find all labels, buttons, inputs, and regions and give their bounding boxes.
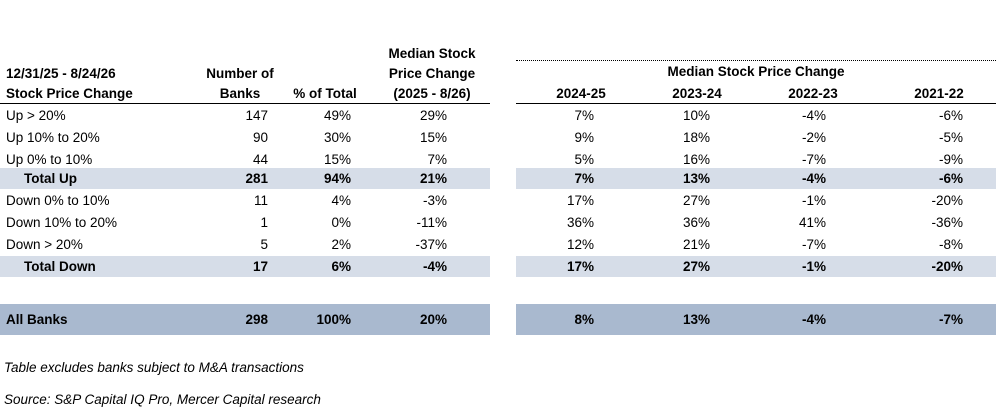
cell-pct-of-total: 30% — [323, 130, 351, 145]
header-year-2: 2023-24 — [672, 86, 722, 101]
cell-year-3: -1% — [801, 193, 826, 208]
header-rule-right — [516, 103, 996, 104]
cell-pct-of-total: 100% — [316, 312, 351, 327]
cell-year-2: 27% — [682, 193, 710, 208]
cell-number-of-banks: 147 — [245, 108, 268, 123]
cell-number-of-banks: 298 — [245, 312, 268, 327]
note-exclusion: Table excludes banks subject to M&A tran… — [4, 360, 304, 375]
row-label: Total Down — [24, 259, 96, 274]
row-label: All Banks — [6, 312, 68, 327]
row-label: Up 0% to 10% — [6, 152, 93, 167]
row-band-left — [0, 304, 490, 335]
cell-pct-of-total: 2% — [331, 237, 351, 252]
cell-year-3: -7% — [801, 237, 826, 252]
row-label: Down 0% to 10% — [6, 193, 110, 208]
header-median-line1: Median Stock — [388, 46, 476, 61]
cell-year-2: 16% — [682, 152, 710, 167]
cell-year-3: -4% — [801, 171, 826, 186]
cell-year-4: -36% — [931, 215, 963, 230]
cell-year-2: 13% — [682, 171, 710, 186]
cell-year-2: 21% — [682, 237, 710, 252]
cell-median-change: 15% — [419, 130, 447, 145]
cell-number-of-banks: 1 — [260, 215, 268, 230]
header-rule-left — [0, 103, 490, 104]
header-banks-line1: Number of — [206, 66, 274, 81]
cell-number-of-banks: 17 — [252, 259, 268, 274]
group-title-dotted-rule — [516, 60, 996, 61]
header-period-line1: 12/31/25 - 8/24/26 — [6, 66, 116, 81]
cell-year-4: -8% — [938, 237, 963, 252]
cell-number-of-banks: 5 — [260, 237, 268, 252]
cell-median-change: 7% — [427, 152, 447, 167]
cell-year-1: 7% — [574, 171, 594, 186]
row-label: Up > 20% — [6, 108, 66, 123]
cell-median-change: 21% — [419, 171, 447, 186]
cell-year-1: 5% — [574, 152, 594, 167]
cell-number-of-banks: 11 — [253, 193, 268, 208]
header-year-3: 2022-23 — [788, 86, 838, 101]
row-band-left — [0, 168, 490, 189]
header-banks-line2: Banks — [219, 86, 261, 101]
cell-median-change: -37% — [415, 237, 447, 252]
row-band-right — [516, 168, 996, 189]
cell-median-change: 29% — [419, 108, 447, 123]
row-band-left — [0, 256, 490, 277]
header-period-line2: Stock Price Change — [6, 86, 133, 101]
header-year-4: 2021-22 — [914, 86, 964, 101]
header-median-line2: Price Change — [388, 66, 476, 81]
row-band-right — [516, 304, 996, 335]
cell-year-2: 13% — [682, 312, 710, 327]
cell-median-change: -11% — [416, 215, 447, 230]
cell-year-4: -6% — [938, 108, 963, 123]
cell-pct-of-total: 15% — [323, 152, 351, 167]
cell-year-3: -4% — [801, 108, 826, 123]
cell-year-2: 36% — [682, 215, 710, 230]
cell-pct-of-total: 4% — [331, 193, 351, 208]
cell-year-1: 12% — [566, 237, 594, 252]
cell-pct-of-total: 0% — [331, 215, 351, 230]
cell-number-of-banks: 281 — [245, 171, 268, 186]
cell-year-3: 41% — [798, 215, 826, 230]
row-label: Total Up — [24, 171, 77, 186]
cell-year-4: -20% — [931, 259, 963, 274]
cell-year-3: -4% — [801, 312, 826, 327]
header-group-title: Median Stock Price Change — [667, 64, 845, 79]
header-pct-total: % of Total — [293, 86, 357, 101]
cell-year-2: 18% — [682, 130, 710, 145]
cell-year-3: -2% — [801, 130, 826, 145]
cell-year-3: -7% — [801, 152, 826, 167]
cell-year-1: 17% — [566, 259, 594, 274]
cell-year-4: -5% — [938, 130, 963, 145]
cell-year-4: -6% — [938, 171, 963, 186]
cell-year-4: -7% — [938, 312, 963, 327]
cell-year-4: -9% — [938, 152, 963, 167]
row-label: Down > 20% — [6, 237, 83, 252]
cell-year-2: 27% — [682, 259, 710, 274]
cell-pct-of-total: 94% — [323, 171, 351, 186]
cell-year-1: 36% — [566, 215, 594, 230]
cell-number-of-banks: 44 — [252, 152, 268, 167]
note-source: Source: S&P Capital IQ Pro, Mercer Capit… — [4, 392, 321, 407]
row-band-right — [516, 256, 996, 277]
header-median-line3: (2025 - 8/26) — [393, 86, 471, 101]
cell-year-1: 17% — [566, 193, 594, 208]
cell-median-change: 20% — [419, 312, 447, 327]
cell-year-2: 10% — [682, 108, 710, 123]
row-label: Up 10% to 20% — [6, 130, 100, 145]
cell-year-3: -1% — [801, 259, 826, 274]
cell-median-change: -3% — [422, 193, 447, 208]
row-label: Down 10% to 20% — [6, 215, 118, 230]
cell-year-4: -20% — [931, 193, 963, 208]
cell-pct-of-total: 49% — [323, 108, 351, 123]
cell-year-1: 7% — [574, 108, 594, 123]
cell-median-change: -4% — [422, 259, 447, 274]
cell-year-1: 8% — [574, 312, 594, 327]
cell-pct-of-total: 6% — [331, 259, 351, 274]
header-year-1: 2024-25 — [556, 86, 606, 101]
cell-year-1: 9% — [574, 130, 594, 145]
cell-number-of-banks: 90 — [252, 130, 268, 145]
